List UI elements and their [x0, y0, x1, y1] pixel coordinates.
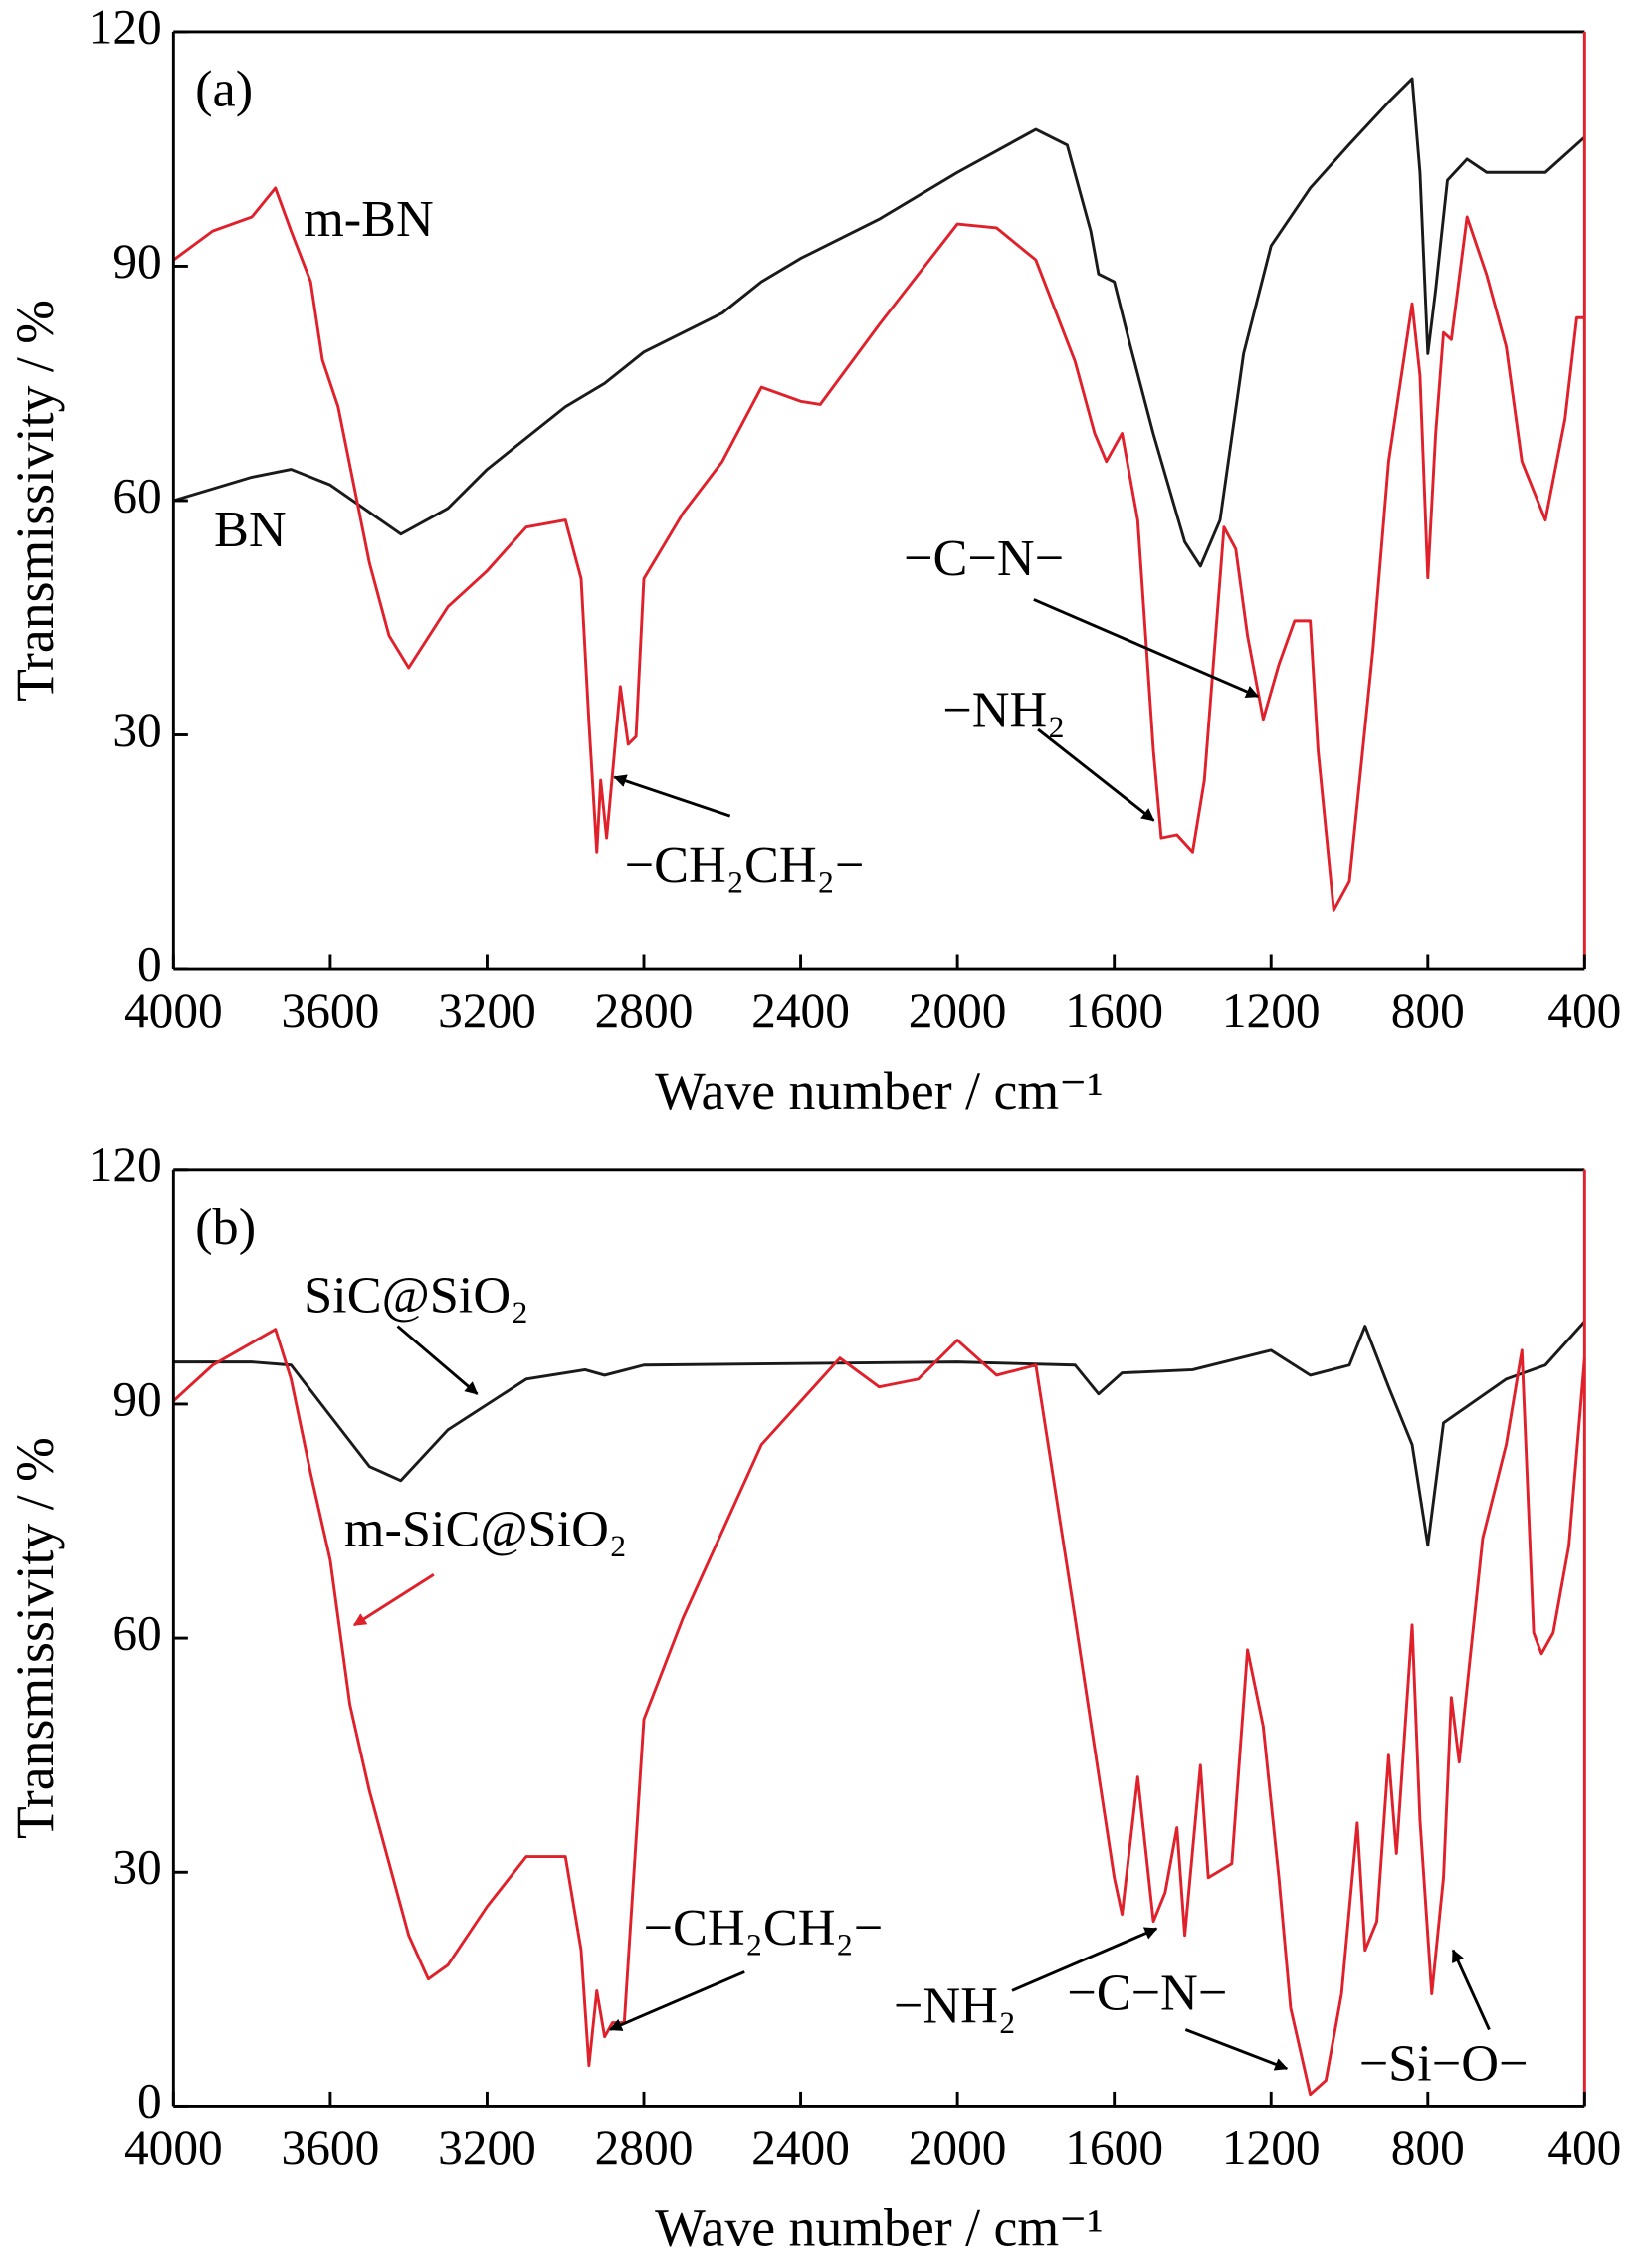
x-tick-label: 1200 — [1222, 2120, 1321, 2174]
annotation: −CH₂CH₂− — [625, 836, 865, 894]
x-tick-label: 800 — [1391, 983, 1465, 1038]
x-tick-label: 2800 — [595, 983, 694, 1038]
series-label: SiC@SiO₂ — [304, 1266, 528, 1324]
y-tick-label: 120 — [89, 1137, 162, 1192]
x-tick-label: 4000 — [124, 983, 223, 1038]
x-tick-label: 1600 — [1065, 2120, 1163, 2174]
annotation: −C−N− — [1067, 1964, 1227, 2022]
annotation: −Si−O− — [1359, 2035, 1529, 2093]
annotation-arrow — [1037, 727, 1155, 822]
x-tick-label: 4000 — [124, 2120, 223, 2174]
annotation-arrow — [613, 774, 731, 818]
x-tick-label: 400 — [1547, 983, 1621, 1038]
spectrum-line — [172, 77, 1586, 568]
x-tick-label: 800 — [1391, 2120, 1465, 2174]
y-tick-label: 30 — [112, 703, 161, 757]
annotation: (a) — [195, 60, 253, 117]
y-tick-label: 30 — [112, 1840, 161, 1895]
annotation: (b) — [195, 1198, 256, 1256]
y-tick-label: 120 — [89, 0, 162, 54]
annotation-arrow — [352, 1573, 435, 1627]
x-tick-label: 3200 — [438, 2120, 536, 2174]
y-axis-label: Transmissivity / % — [5, 300, 65, 702]
x-tick-label: 3600 — [282, 2120, 380, 2174]
x-tick-label: 3600 — [282, 983, 380, 1038]
y-tick-label: 60 — [112, 468, 161, 522]
annotation: −NH₂ — [942, 682, 1065, 739]
y-axis-label: Transmissivity / % — [5, 1437, 65, 1839]
annotation: −CH₂CH₂− — [644, 1899, 884, 1957]
x-tick-label: 2400 — [751, 983, 850, 1038]
x-tick-label: 1200 — [1222, 983, 1321, 1038]
y-tick-label: 0 — [137, 2074, 162, 2129]
y-tick-label: 0 — [137, 936, 162, 991]
y-tick-label: 90 — [112, 1371, 161, 1426]
x-tick-label: 2400 — [751, 2120, 850, 2174]
x-tick-label: 1600 — [1065, 983, 1163, 1038]
x-tick-label: 3200 — [438, 983, 536, 1038]
x-tick-label: 2000 — [909, 2120, 1007, 2174]
spectrum-line — [172, 186, 1585, 912]
x-tick-label: 2800 — [595, 2120, 694, 2174]
annotation: −C−N− — [904, 529, 1064, 587]
annotation-arrow — [1184, 2028, 1289, 2071]
annotation-arrow — [1033, 598, 1260, 698]
x-tick-label: 400 — [1547, 2120, 1621, 2174]
annotation-arrow — [1451, 1949, 1491, 2031]
annotation-arrow — [1011, 1927, 1158, 1992]
series-label: m-SiC@SiO₂ — [344, 1501, 627, 1558]
annotation: −NH₂ — [894, 1977, 1016, 2035]
series-label: m-BN — [304, 190, 434, 248]
y-tick-label: 60 — [112, 1605, 161, 1660]
annotation-arrow — [608, 1970, 745, 2031]
x-axis-label: Wave number / cm⁻¹ — [655, 2198, 1104, 2258]
spectrum-line — [173, 1320, 1586, 1547]
spectrum-line — [172, 1328, 1586, 2097]
x-axis-label: Wave number / cm⁻¹ — [655, 1061, 1104, 1121]
y-tick-label: 90 — [112, 234, 161, 289]
x-tick-label: 2000 — [909, 983, 1007, 1038]
series-label: BN — [214, 501, 287, 558]
annotation-arrow — [396, 1325, 479, 1395]
